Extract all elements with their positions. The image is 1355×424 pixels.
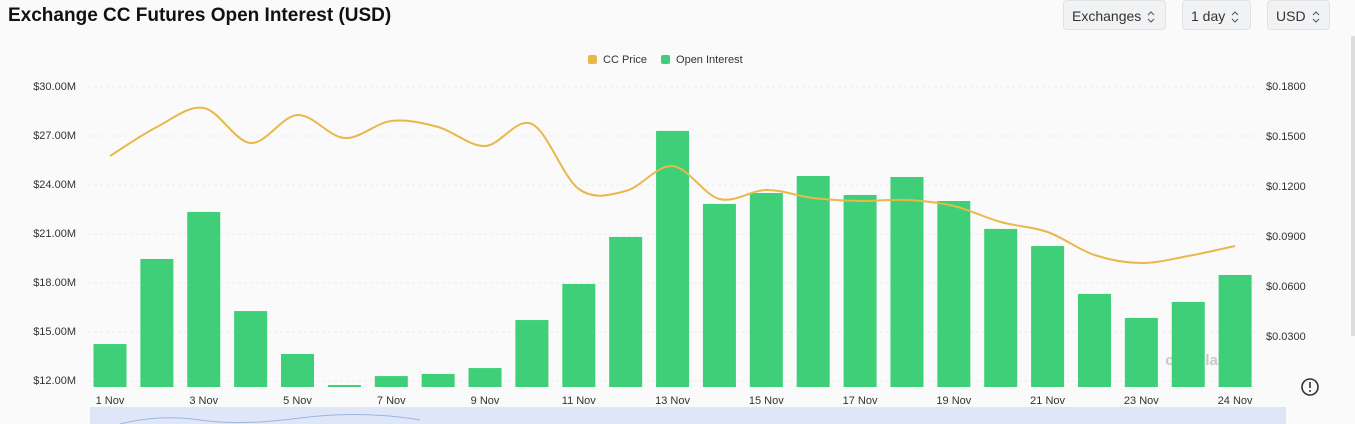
bar [421, 373, 455, 387]
dropdown[interactable]: Exchanges [1063, 0, 1166, 30]
y2-tick-label: $0.1800 [1266, 81, 1306, 93]
y2-tick-label: $0.1200 [1266, 181, 1306, 193]
y-tick-label: $24.00M [33, 179, 76, 191]
bar [749, 192, 783, 387]
legend-label: Open Interest [676, 54, 743, 66]
scrollbar [1351, 36, 1355, 336]
price-line [109, 106, 1236, 265]
bar [468, 368, 502, 387]
bar [93, 344, 127, 387]
bar [796, 176, 830, 387]
y-tick-label: $12.00M [33, 375, 76, 387]
x-tick-label: 24 Nov [1218, 395, 1253, 407]
x-tick-label: 17 Nov [843, 395, 878, 407]
x-tick-label: 7 Nov [377, 395, 406, 407]
bar [562, 283, 596, 387]
y-tick-label: $15.00M [33, 326, 76, 338]
bar [1124, 317, 1158, 387]
bar [609, 236, 643, 387]
x-tick-label: 5 Nov [283, 395, 312, 407]
bar [140, 258, 174, 387]
bar [890, 176, 924, 387]
bar [656, 130, 690, 387]
bar [984, 228, 1018, 387]
y-tick-label: $30.00M [33, 81, 76, 93]
bar [187, 211, 221, 387]
legend-label: CC Price [603, 54, 647, 66]
y2-tick-label: $0.1500 [1266, 131, 1306, 143]
bar [1218, 274, 1252, 387]
x-tick-label: 23 Nov [1124, 395, 1159, 407]
y-tick-label: $21.00M [33, 228, 76, 240]
dropdown[interactable]: USD [1267, 0, 1330, 30]
legend-swatch [661, 55, 671, 64]
legend-swatch [588, 55, 597, 64]
dropdown-label: 1 day [1191, 8, 1226, 24]
x-tick-label: 9 Nov [471, 395, 500, 407]
bar [937, 200, 971, 387]
bar [1077, 293, 1111, 387]
x-tick-label: 3 Nov [189, 395, 218, 407]
y2-tick-label: $0.0300 [1266, 331, 1306, 343]
x-tick-label: 13 Nov [655, 395, 690, 407]
chevron [1231, 11, 1239, 24]
bar [702, 203, 736, 387]
dropdown-label: Exchanges [1072, 8, 1142, 24]
navigator[interactable] [90, 407, 1286, 424]
x-tick-label: 1 Nov [96, 395, 125, 407]
bar [327, 385, 361, 387]
dropdown[interactable]: 1 day [1182, 0, 1251, 30]
bar [843, 194, 877, 387]
navigator-line [119, 413, 421, 424]
chart-title: Exchange CC Futures Open Interest (USD) [8, 5, 392, 26]
info-icon[interactable] [1301, 378, 1319, 396]
y-tick-label: $27.00M [33, 130, 76, 142]
bar [515, 320, 549, 387]
bar [374, 376, 408, 387]
bar [234, 311, 268, 387]
dropdown-label: USD [1276, 8, 1306, 24]
x-tick-label: 11 Nov [562, 395, 597, 407]
y-tick-label: $18.00M [33, 277, 76, 289]
chevron [1312, 11, 1319, 24]
chevron [1147, 11, 1155, 24]
bar [281, 354, 315, 387]
y2-tick-label: $0.0600 [1266, 281, 1306, 293]
x-tick-label: 19 Nov [936, 395, 971, 407]
x-tick-label: 15 Nov [749, 395, 784, 407]
x-tick-label: 21 Nov [1030, 395, 1065, 407]
bar [1031, 246, 1065, 387]
y2-tick-label: $0.0900 [1266, 231, 1306, 243]
bar [1171, 301, 1205, 387]
